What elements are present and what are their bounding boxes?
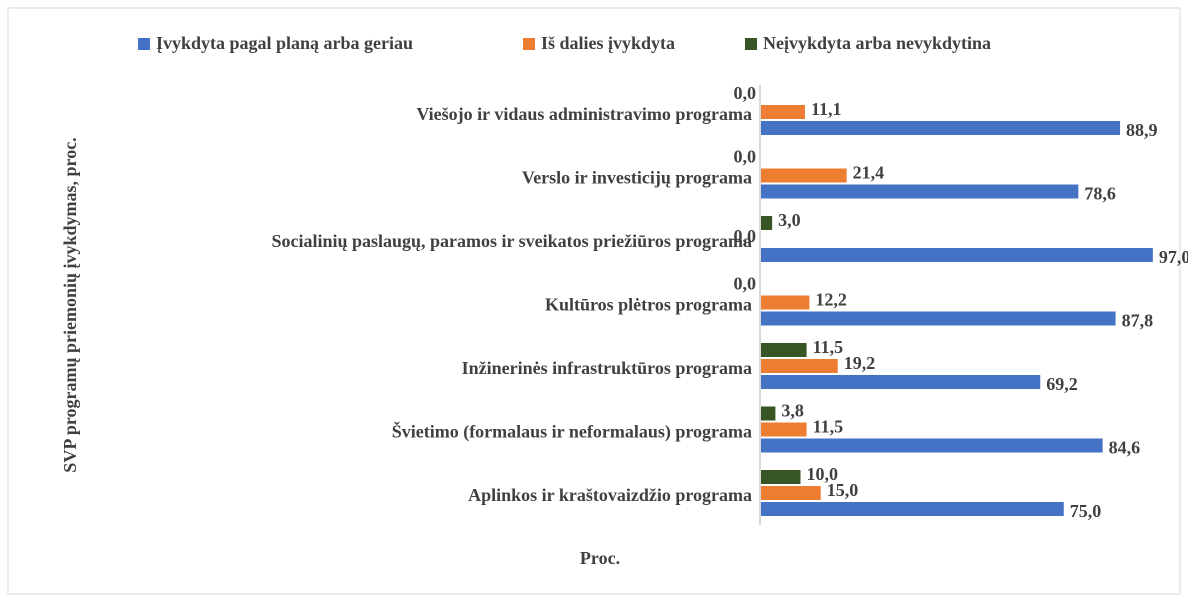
bar (760, 184, 1079, 199)
bar (760, 105, 805, 119)
data-label: 97,0 (1159, 247, 1188, 267)
x-axis-label: Proc. (580, 548, 620, 568)
legend-swatch (523, 38, 535, 50)
data-label: 87,8 (1122, 311, 1154, 331)
bar (760, 470, 801, 484)
bar (760, 168, 847, 183)
data-label: 3,8 (781, 401, 804, 421)
bar (760, 248, 1153, 262)
data-label: 21,4 (853, 163, 885, 183)
data-label: 69,2 (1046, 374, 1078, 394)
bar (760, 438, 1103, 453)
data-label: 88,9 (1126, 120, 1158, 140)
bar (760, 375, 1041, 389)
bar (760, 422, 807, 437)
data-label: 11,5 (813, 417, 844, 437)
category-label: Verslo ir investicijų programa (522, 168, 752, 188)
legend-label: Įvykdyta pagal planą arba geriau (156, 33, 413, 53)
category-label: Švietimo (formalaus ir neformalaus) prog… (392, 421, 752, 443)
bar (760, 343, 807, 357)
data-label: 11,5 (813, 337, 844, 357)
category-label: Viešojo ir vidaus administravimo program… (416, 104, 752, 124)
data-label: 3,0 (778, 210, 801, 230)
data-label: 0,0 (734, 83, 757, 103)
legend-swatch (138, 38, 150, 50)
data-label: 15,0 (827, 480, 859, 500)
bar (760, 406, 776, 421)
bar (760, 502, 1064, 516)
category-label: Aplinkos ir kraštovaizdžio programa (468, 485, 752, 505)
data-label: 78,6 (1084, 184, 1116, 204)
bar (760, 295, 810, 310)
data-label: 84,6 (1109, 438, 1141, 458)
bar (760, 359, 838, 373)
data-label: 12,2 (815, 290, 847, 310)
bar (760, 216, 773, 230)
bar (760, 121, 1121, 135)
data-label: 19,2 (844, 353, 876, 373)
bar (760, 311, 1116, 326)
category-label: Kultūros plėtros programa (545, 295, 752, 315)
legend-label: Neįvykdyta arba nevykdytina (763, 33, 991, 53)
y-axis-label: SVP programų priemonių įvykdymas, proc. (60, 137, 80, 472)
bar (760, 486, 821, 500)
data-label: 10,0 (807, 464, 839, 484)
legend-swatch (745, 38, 757, 50)
data-label: 0,0 (734, 147, 757, 167)
category-label: Inžinerinės infrastruktūros programa (462, 358, 752, 378)
data-label: 0,0 (734, 226, 757, 246)
data-label: 11,1 (811, 99, 842, 119)
category-label: Socialinių paslaugų, paramos ir sveikato… (271, 231, 752, 251)
chart-border (7, 7, 1181, 595)
data-label: 75,0 (1070, 501, 1102, 521)
data-label: 0,0 (734, 274, 757, 294)
legend-label: Iš dalies įvykdyta (541, 33, 675, 53)
